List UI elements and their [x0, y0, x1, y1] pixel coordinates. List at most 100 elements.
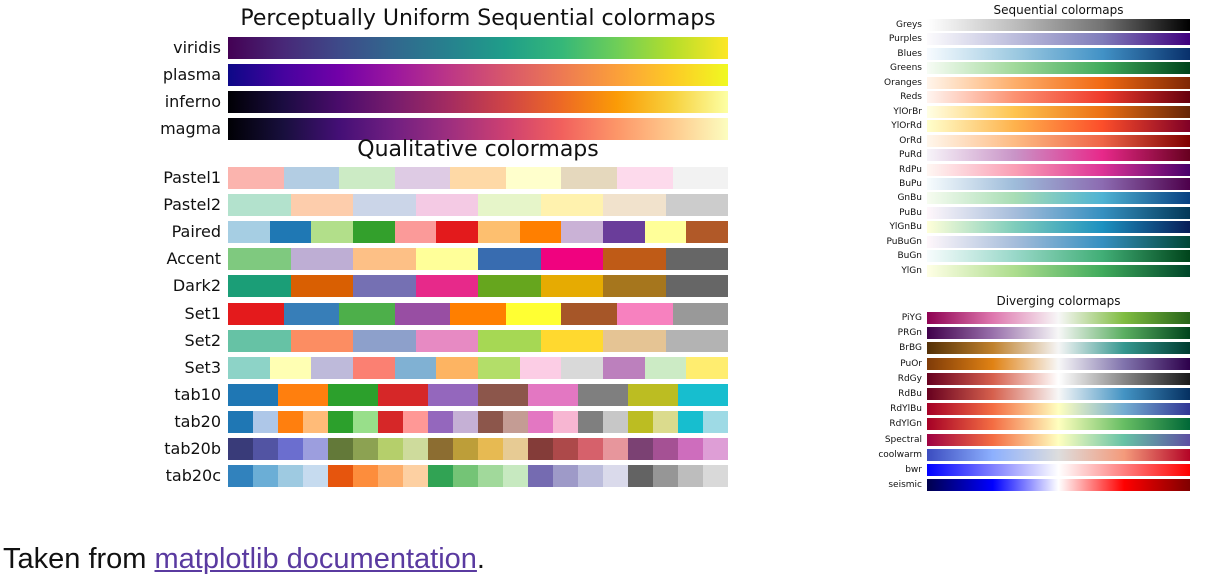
colormap-bar-tab20 [228, 410, 728, 433]
colormap-bar-seismic [927, 479, 1190, 492]
color-swatch [290, 194, 353, 217]
colormap-row-ylgnbu: YlGnBu [860, 221, 1200, 234]
colormap-bar-magma [228, 118, 728, 140]
colormap-row-pastel2: Pastel2 [0, 194, 760, 217]
diverging-colormaps-title: Diverging colormaps [996, 294, 1121, 308]
colormap-row-plasma: plasma [0, 64, 760, 86]
colormap-bar-rdbu [927, 388, 1190, 400]
colormap-row-bugn: BuGn [860, 250, 1200, 263]
colormap-label: Blues [897, 48, 922, 59]
colormap-row-rdylbu: RdYlBu [860, 403, 1200, 416]
color-swatch [603, 194, 666, 217]
color-swatch [269, 221, 312, 244]
color-swatch [561, 302, 617, 325]
color-swatch [478, 438, 503, 460]
colormap-bar-purples [927, 33, 1190, 46]
colormap-bar-dark2 [228, 275, 728, 298]
color-swatch [403, 410, 428, 433]
color-swatch [478, 329, 541, 352]
colormap-row-orrd: OrRd [860, 134, 1200, 147]
gradient-fill [927, 149, 1190, 162]
color-swatch [665, 248, 728, 271]
color-swatch [328, 438, 353, 460]
color-swatch [540, 194, 603, 217]
color-swatch [528, 438, 553, 460]
colormap-row-rdylgn: RdYlGn [860, 418, 1200, 431]
color-swatch [339, 302, 395, 325]
colormap-label: PuRd [899, 150, 922, 161]
color-swatch [665, 329, 728, 352]
color-swatch [428, 438, 453, 460]
colormap-label: Pastel2 [163, 195, 221, 215]
color-swatch [228, 465, 253, 488]
color-swatch [478, 194, 541, 217]
color-swatch [478, 465, 503, 488]
color-swatch [283, 167, 340, 189]
color-swatch [540, 329, 603, 352]
gradient-fill [927, 357, 1190, 370]
colormap-row-greens: Greens [860, 62, 1200, 75]
color-swatch [603, 438, 628, 460]
colormap-bar-ylorbr [927, 105, 1190, 118]
colormap-row-bupu: BuPu [860, 177, 1200, 190]
color-swatch [253, 438, 278, 460]
color-swatch [478, 410, 503, 433]
color-swatch [578, 383, 628, 406]
colormap-label: RdYlBu [890, 404, 922, 415]
colormap-label: Accent [166, 249, 221, 269]
color-swatch [353, 221, 395, 244]
sequential-colormap-panel: Sequential colormaps Greys Purples Blues Gr… [860, 0, 1200, 285]
color-swatch [428, 410, 453, 433]
colormap-row-set3: Set3 [0, 356, 760, 379]
color-swatch [603, 329, 666, 352]
color-swatch [665, 194, 728, 217]
colormap-row-seismic: seismic [860, 479, 1200, 492]
colormap-label: Greens [890, 63, 922, 74]
colormap-row-rdbu: RdBu [860, 388, 1200, 400]
gradient-fill [927, 448, 1190, 461]
color-swatch [561, 356, 604, 379]
color-swatch [353, 275, 416, 298]
gradient-fill [927, 250, 1190, 263]
color-swatch [228, 275, 291, 298]
colormap-row-rdgy: RdGy [860, 372, 1200, 385]
color-swatch [678, 410, 703, 433]
color-swatch [553, 465, 578, 488]
color-swatch [628, 383, 678, 406]
colormap-label: Reds [900, 92, 922, 103]
gradient-fill [927, 433, 1190, 446]
color-swatch [228, 167, 284, 189]
gradient-fill [927, 235, 1190, 248]
colormap-bar-rdgy [927, 372, 1190, 385]
color-swatch [540, 248, 603, 271]
color-swatch [686, 221, 728, 244]
colormap-bar-prgn [927, 327, 1190, 340]
colormap-row-oranges: Oranges [860, 76, 1200, 89]
colormap-label: tab20b [164, 439, 221, 458]
gradient-fill [927, 19, 1190, 31]
color-swatch [503, 438, 528, 460]
color-swatch [678, 438, 703, 460]
color-swatch [228, 221, 270, 244]
colormap-label: bwr [905, 465, 922, 475]
gradient-fill [927, 163, 1190, 176]
color-swatch [228, 410, 253, 433]
color-swatch [290, 275, 353, 298]
color-swatch [228, 302, 284, 325]
color-swatch [528, 465, 553, 488]
gradient-fill [927, 91, 1190, 104]
colormap-label: PuOr [900, 358, 922, 369]
colormap-label: PRGn [897, 328, 922, 339]
color-swatch [540, 275, 603, 298]
matplotlib-docs-link[interactable]: matplotlib documentation [154, 543, 477, 575]
colormap-label: tab20 [174, 411, 221, 431]
uniform-colormaps-title: Perceptually Uniform Sequential colormap… [240, 6, 716, 31]
color-swatch [353, 194, 416, 217]
color-swatch [453, 438, 478, 460]
colormap-bar-set2 [228, 329, 728, 352]
colormap-label: Purples [888, 34, 922, 45]
gradient-fill [927, 372, 1190, 385]
color-swatch [303, 410, 328, 433]
color-swatch [678, 383, 728, 406]
colormap-label: tab10 [174, 384, 221, 404]
